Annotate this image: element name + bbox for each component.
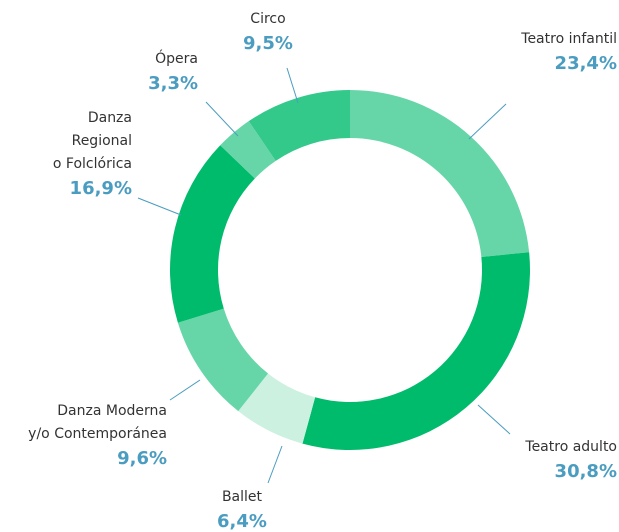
slice-label: Danza Regional o Folclórica 16,9% [0, 107, 132, 202]
slice-label: Teatro infantil 23,4% [447, 28, 617, 77]
category-label: Ópera [155, 51, 198, 67]
slice-label: Ópera 3,3% [28, 48, 198, 97]
leader-line [267, 445, 283, 484]
slice [350, 90, 530, 257]
value-label: 23,4% [554, 53, 617, 74]
value-label: 6,4% [217, 511, 267, 532]
category-label: Danza Moderna y/o Contemporánea [28, 403, 167, 442]
slice [177, 308, 269, 412]
value-label: 16,9% [69, 178, 132, 199]
leader-line [468, 103, 507, 140]
leader-line [137, 197, 182, 216]
category-label: Danza Regional o Folclórica [52, 110, 132, 172]
slice [302, 252, 530, 451]
category-label: Circo [250, 11, 286, 27]
category-label: Teatro infantil [521, 31, 617, 47]
leader-line [169, 379, 201, 401]
value-label: 9,5% [243, 33, 293, 54]
slice [248, 90, 350, 161]
slice [170, 145, 255, 323]
value-label: 9,6% [117, 448, 167, 469]
slice [220, 121, 276, 179]
slice-label: Circo 9,5% [183, 8, 353, 57]
slice-label: Teatro adulto 30,8% [447, 436, 617, 485]
category-label: Teatro adulto [525, 439, 617, 455]
leader-line [477, 404, 511, 435]
value-label: 3,3% [148, 73, 198, 94]
slice-label: Danza Moderna y/o Contemporánea 9,6% [0, 400, 167, 472]
slice-label: Ballet 6,4% [157, 486, 327, 532]
leader-line [286, 67, 299, 104]
category-label: Ballet [221, 489, 263, 505]
slice [238, 373, 316, 444]
leader-line [205, 101, 239, 137]
value-label: 30,8% [554, 461, 617, 482]
